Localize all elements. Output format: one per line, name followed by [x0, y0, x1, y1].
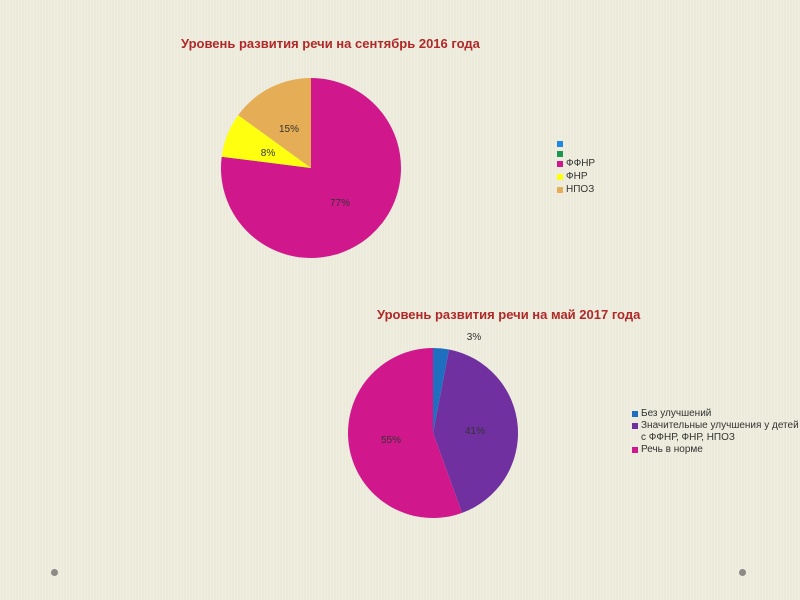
- legend-item: [557, 148, 595, 157]
- nav-dot-left[interactable]: [51, 569, 58, 576]
- legend-2017: Без улучшений Значительные улучшения у де…: [632, 408, 800, 456]
- legend-item: ФФНР: [557, 158, 595, 170]
- legend-item: Значительные улучшения у детей с ФФНР, Ф…: [632, 420, 800, 444]
- legend-item: [557, 138, 595, 147]
- pie-slice: [220, 78, 402, 258]
- legend-swatch: [632, 411, 638, 417]
- data-label: 77%: [330, 198, 350, 209]
- legend-swatch: [632, 423, 638, 429]
- legend-swatch: [557, 151, 563, 157]
- pie-slice: [433, 348, 450, 433]
- legend-swatch: [632, 447, 638, 453]
- nav-dot-right[interactable]: [739, 569, 746, 576]
- legend-2016: ФФНР ФНР НПОЗ: [557, 138, 595, 197]
- legend-label: ФФНР: [566, 158, 596, 169]
- chart-title-2016: Уровень развития речи на сентябрь 2016 г…: [181, 36, 480, 51]
- legend-swatch: [557, 141, 563, 147]
- legend-swatch: [557, 161, 563, 167]
- legend-label: Значительные улучшения у детей с ФФНР, Ф…: [641, 420, 799, 443]
- data-label: 3%: [467, 332, 482, 343]
- legend-label: Речь в норме: [641, 444, 703, 455]
- legend-item: НПОЗ: [557, 184, 595, 196]
- chart-title-2017: Уровень развития речи на май 2017 года: [377, 307, 641, 322]
- legend-swatch: [557, 187, 563, 193]
- data-label: 55%: [381, 435, 401, 446]
- legend-label: ФНР: [566, 171, 588, 182]
- data-label: 8%: [261, 148, 276, 159]
- legend-item: Речь в норме: [632, 444, 800, 456]
- pie-slice: [221, 115, 311, 168]
- legend-item: Без улучшений: [632, 408, 800, 420]
- legend-swatch: [557, 174, 563, 180]
- legend-label: Без улучшений: [641, 408, 712, 419]
- legend-item: ФНР: [557, 171, 595, 183]
- pie-slice: [348, 348, 463, 518]
- data-label: 15%: [279, 124, 299, 135]
- pie-slice: [433, 349, 518, 513]
- data-label: 41%: [465, 426, 485, 437]
- pie-slice: [238, 78, 311, 168]
- legend-label: НПОЗ: [566, 184, 595, 195]
